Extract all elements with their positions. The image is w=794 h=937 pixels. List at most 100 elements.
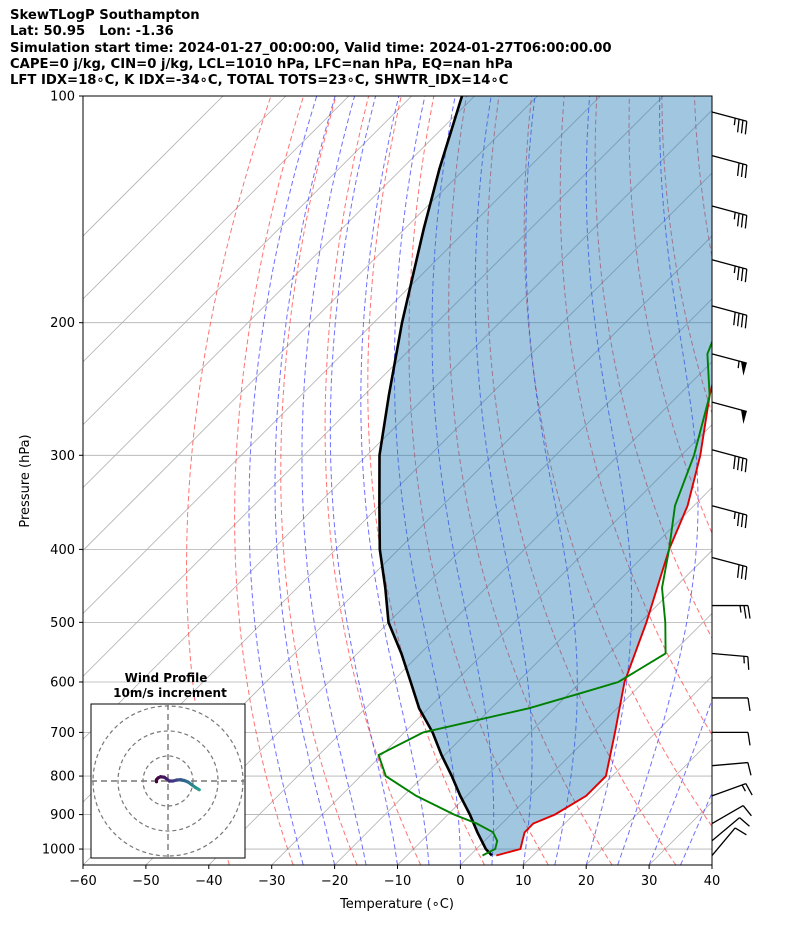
- barb-staff: [711, 305, 747, 316]
- parcel-profile-line: [378, 96, 493, 857]
- wind-barb: [711, 804, 752, 825]
- dry-adiabat: [234, 96, 304, 865]
- barb-feather: [747, 697, 751, 712]
- wind-barb: [711, 111, 748, 135]
- dry-adiabat: [324, 96, 422, 865]
- isotherm-line: [83, 96, 412, 426]
- barb-feather: [736, 162, 740, 177]
- barb-staff: [711, 505, 747, 516]
- stability-indices-line: LFT IDX=18∘C, K IDX=-34∘C, TOTAL TOTS=23…: [10, 73, 509, 89]
- isotherm-line: [83, 96, 350, 363]
- barb-feather: [736, 512, 740, 527]
- wind-barb: [711, 259, 748, 283]
- chart-header: SkewTLogP Southampton Lat: 50.95 Lon: -1…: [10, 8, 785, 89]
- x-tick-label: 20: [578, 874, 595, 889]
- wind-barb: [712, 731, 751, 746]
- y-tick-label: 900: [50, 808, 75, 823]
- cape-fill-area: [379, 96, 712, 856]
- barb-feather: [744, 459, 748, 473]
- y-tick-label: 100: [50, 90, 75, 105]
- hodograph-ring: [117, 730, 219, 832]
- barb-feather: [734, 827, 747, 836]
- wind-barb: [711, 817, 750, 842]
- isotherm-line: [83, 96, 601, 614]
- barb-staff: [711, 827, 736, 856]
- barb-staff: [711, 556, 747, 568]
- barb-pennant: [740, 409, 747, 425]
- y-axis-ticks: 1000 900 800 700 600 500 400 300 200 100: [42, 90, 83, 858]
- barb-feather: [743, 605, 747, 619]
- wind-barb: [711, 205, 748, 229]
- isotherm-line: [145, 298, 712, 865]
- moist-adiabat: [301, 96, 367, 865]
- dry-adiabat: [486, 96, 677, 865]
- barb-half-feather: [737, 361, 740, 369]
- wind-barb: [711, 505, 748, 529]
- wind-profile-inset: Wind Profile 10m/s increment: [90, 671, 246, 859]
- wind-barb: [711, 556, 748, 580]
- moist-adiabat: [711, 863, 712, 865]
- background-grid: [83, 96, 794, 865]
- isotherm-line: [711, 864, 712, 865]
- isotherm-line: [83, 96, 538, 552]
- isotherm-line: [83, 96, 287, 300]
- y-axis-label: Pressure (hPa): [18, 434, 33, 527]
- location-line: Lat: 50.95 Lon: -1.36: [10, 24, 174, 40]
- barb-half-feather: [733, 265, 736, 274]
- x-tick-label: −60: [69, 874, 96, 889]
- barb-feather: [744, 164, 748, 179]
- inset-subtitle: 10m/s increment: [113, 686, 227, 700]
- temperature-line: [496, 381, 712, 857]
- isotherm-line: [523, 675, 712, 865]
- barb-feather: [736, 119, 740, 133]
- barb-staff: [711, 804, 744, 825]
- y-tick-label: 200: [50, 316, 75, 331]
- y-tick-label: 700: [50, 726, 75, 741]
- wind-barb: [711, 449, 748, 473]
- moist-adiabat: [585, 96, 633, 865]
- dry-adiabat: [559, 96, 712, 736]
- barb-half-feather: [741, 784, 746, 792]
- isotherm-line: [83, 96, 664, 677]
- x-tick-label: 30: [641, 874, 658, 889]
- isotherm-line: [334, 487, 712, 865]
- x-axis-label: Temperature (∘C): [339, 897, 454, 912]
- isotherm-line: [397, 549, 712, 865]
- dry-adiabat: [280, 96, 358, 865]
- barb-feather: [736, 564, 740, 578]
- moist-adiabat: [617, 96, 699, 865]
- barb-feather: [745, 783, 753, 796]
- barb-half-feather: [739, 605, 742, 613]
- time-line: Simulation start time: 2024-01-27_00:00:…: [10, 40, 612, 56]
- x-tick-label: 10: [515, 874, 532, 889]
- barb-staff: [711, 449, 747, 460]
- moist-adiabat: [248, 96, 318, 865]
- x-tick-label: −50: [132, 874, 159, 889]
- wind-barb: [712, 604, 751, 619]
- barb-feather: [744, 121, 748, 135]
- wind-barbs: [711, 111, 753, 856]
- moist-adiabat: [393, 96, 461, 865]
- y-tick-label: 500: [50, 616, 75, 631]
- barb-feather: [733, 312, 736, 326]
- x-tick-label: −10: [384, 874, 411, 889]
- barb-staff: [711, 259, 747, 270]
- parcel-indices-line: CAPE=0 j/kg, CIN=0 j/kg, LCL=1010 hPa, L…: [10, 56, 513, 72]
- moist-adiabat: [329, 96, 398, 865]
- barb-feather: [747, 762, 752, 776]
- wind-barb: [711, 652, 750, 670]
- barb-feather: [740, 565, 744, 579]
- barb-feather: [740, 458, 744, 472]
- y-tick-label: 600: [50, 675, 75, 690]
- dry-adiabat: [760, 96, 794, 865]
- inset-title: Wind Profile: [125, 671, 208, 685]
- barb-feather: [744, 514, 748, 529]
- barb-half-feather: [733, 212, 736, 220]
- barb-feather: [740, 214, 744, 228]
- moist-adiabat: [360, 96, 430, 865]
- barb-feather: [742, 805, 752, 817]
- x-tick-label: −20: [321, 874, 348, 889]
- barb-feather: [744, 269, 748, 283]
- wind-barb: [711, 353, 747, 376]
